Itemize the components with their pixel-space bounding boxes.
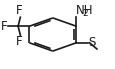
- Text: F: F: [16, 4, 23, 17]
- Text: NH: NH: [75, 4, 92, 17]
- Text: S: S: [87, 36, 94, 49]
- Text: F: F: [16, 35, 23, 48]
- Text: 2: 2: [82, 9, 88, 18]
- Text: F: F: [1, 20, 7, 33]
